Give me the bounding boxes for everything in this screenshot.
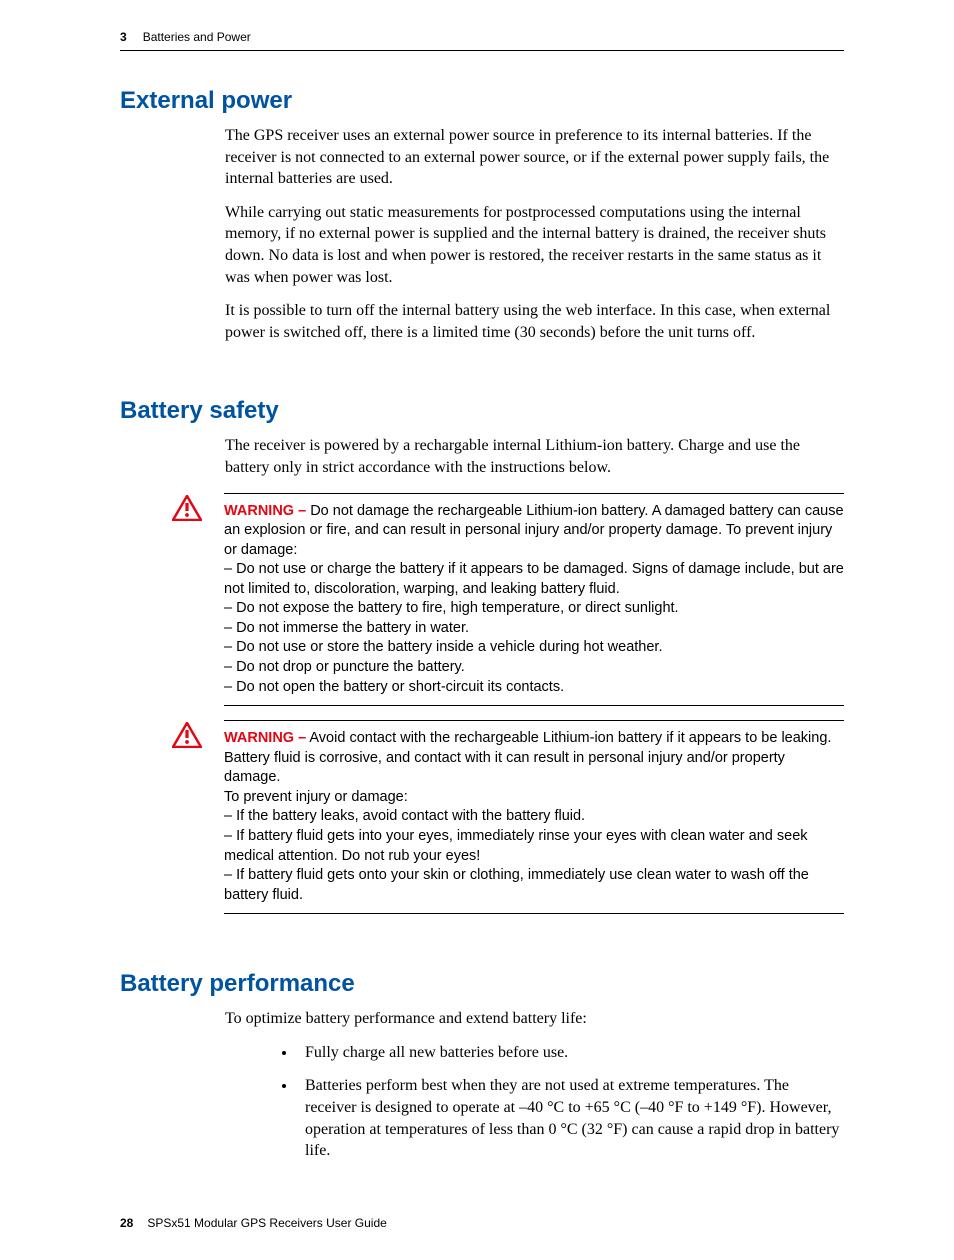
section-heading-battery-safety: Battery safety <box>120 397 844 425</box>
list-item: Batteries perform best when they are not… <box>297 1075 844 1161</box>
bullet-list: Fully charge all new batteries before us… <box>225 1042 844 1162</box>
paragraph: While carrying out static measurements f… <box>225 202 844 288</box>
section-heading-external-power: External power <box>120 87 844 115</box>
paragraph: The receiver is powered by a rechargable… <box>225 435 844 478</box>
doc-title: SPSx51 Modular GPS Receivers User Guide <box>147 1216 386 1230</box>
list-item: Fully charge all new batteries before us… <box>297 1042 844 1064</box>
paragraph: It is possible to turn off the internal … <box>225 300 844 343</box>
page-footer: 28 SPSx51 Modular GPS Receivers User Gui… <box>120 1216 844 1230</box>
chapter-number: 3 <box>120 30 127 44</box>
warning-label: WARNING – <box>224 503 306 519</box>
warning-content: Avoid contact with the rechargeable Lith… <box>224 730 831 903</box>
warning-label: WARNING – <box>224 730 306 746</box>
chapter-title: Batteries and Power <box>143 30 251 44</box>
document-page: 3 Batteries and Power External power The… <box>0 0 954 1260</box>
warning-icon <box>172 495 202 526</box>
section-body-external-power: The GPS receiver uses an external power … <box>225 125 844 343</box>
warning-block: WARNING – Do not damage the rechargeable… <box>172 493 844 707</box>
paragraph: The GPS receiver uses an external power … <box>225 125 844 190</box>
section-body-battery-performance: To optimize battery performance and exte… <box>225 1008 844 1162</box>
paragraph: To optimize battery performance and exte… <box>225 1008 844 1030</box>
warning-content: Do not damage the rechargeable Lithium-i… <box>224 503 844 695</box>
page-number: 28 <box>120 1216 133 1230</box>
header-rule <box>120 50 844 51</box>
section-body-battery-safety: The receiver is powered by a rechargable… <box>225 435 844 478</box>
warning-text: WARNING – Do not damage the rechargeable… <box>224 493 844 707</box>
warning-text: WARNING – Avoid contact with the recharg… <box>224 720 844 914</box>
section-heading-battery-performance: Battery performance <box>120 970 844 998</box>
warning-icon <box>172 722 202 753</box>
warning-block: WARNING – Avoid contact with the recharg… <box>172 720 844 914</box>
page-header: 3 Batteries and Power <box>120 30 844 44</box>
